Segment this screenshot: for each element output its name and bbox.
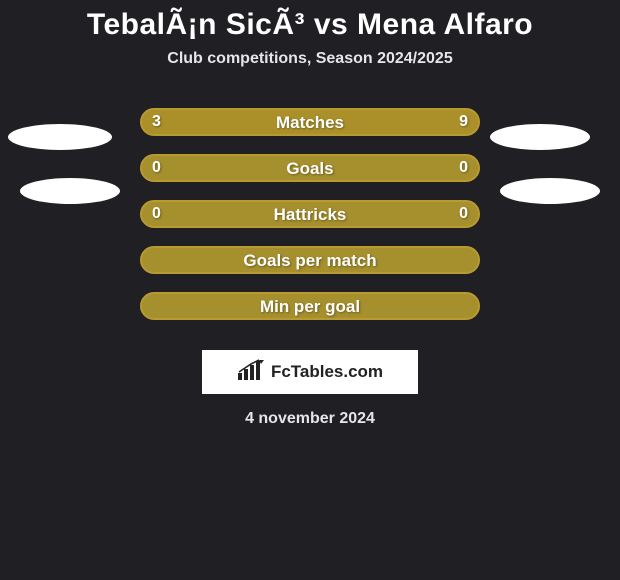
stat-value-left: 0 xyxy=(152,159,161,177)
stat-value-left: 0 xyxy=(152,205,161,223)
stat-value-right: 0 xyxy=(459,159,468,177)
chart-icon xyxy=(237,359,265,386)
stat-value-left: 3 xyxy=(152,113,161,131)
stat-bar-track: Min per goal xyxy=(140,292,480,320)
footer-logo: FcTables.com xyxy=(202,350,418,394)
stat-label: Goals per match xyxy=(142,251,478,271)
stat-bar-track: Matches3 9 xyxy=(140,108,480,136)
footer-date: 4 november 2024 xyxy=(0,410,620,428)
stat-row: Min per goal xyxy=(0,292,620,338)
stat-label: Goals xyxy=(142,159,478,179)
stat-bar-track: Hattricks0 0 xyxy=(140,200,480,228)
player-ellipse xyxy=(500,178,600,204)
player-ellipse xyxy=(8,124,112,150)
player-ellipse xyxy=(20,178,120,204)
stat-row: Goals per match xyxy=(0,246,620,292)
player-ellipse xyxy=(490,124,590,150)
stat-label: Matches xyxy=(142,113,478,133)
page-title: TebalÃ¡n SicÃ³ vs Mena Alfaro xyxy=(0,0,620,42)
subtitle: Club competitions, Season 2024/2025 xyxy=(0,50,620,68)
stat-row: Hattricks0 0 xyxy=(0,200,620,246)
footer-logo-text: FcTables.com xyxy=(271,362,383,382)
stat-label: Min per goal xyxy=(142,297,478,317)
stat-bar-track: Goals per match xyxy=(140,246,480,274)
stat-value-right: 0 xyxy=(459,205,468,223)
stat-value-right: 9 xyxy=(459,113,468,131)
stat-label: Hattricks xyxy=(142,205,478,225)
stat-bar-track: Goals0 0 xyxy=(140,154,480,182)
